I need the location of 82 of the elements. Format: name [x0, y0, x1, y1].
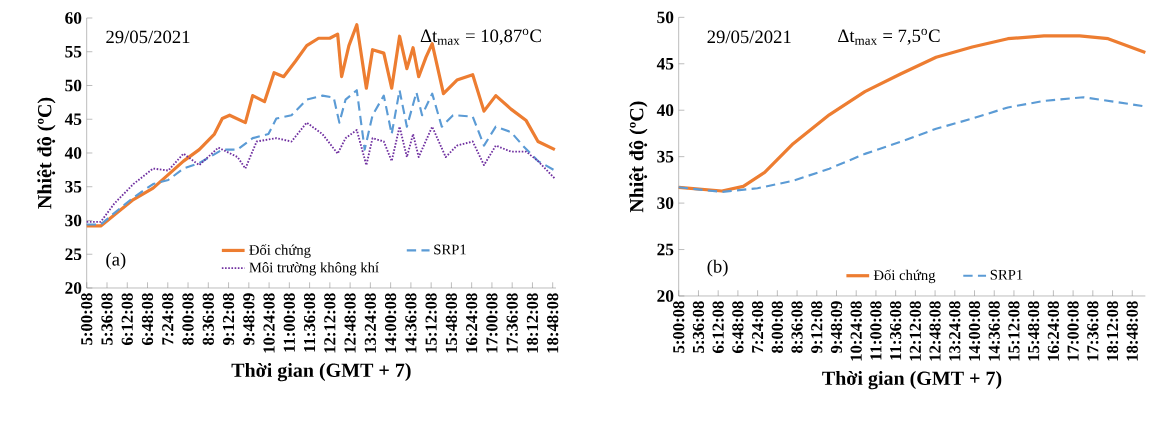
x-tick-label: 18:12:08	[1106, 301, 1119, 361]
legend-label: Môi trường không khí	[249, 262, 379, 276]
y-tick-label: 60	[65, 12, 82, 24]
x-tick-label: 18:48:08	[547, 293, 559, 353]
y-tick-label: 50	[65, 79, 82, 92]
y-tick-label: 35	[65, 180, 82, 193]
x-tick-label: 6:12:08	[712, 301, 724, 353]
x-tick-label: 5:00:08	[673, 301, 685, 353]
y-tick-label: 20	[65, 282, 82, 294]
y-tick-label: 30	[65, 214, 82, 227]
x-tick-label: 15:12:08	[425, 293, 437, 353]
x-tick-label: 15:48:08	[1028, 301, 1040, 361]
x-tick-label: 11:36:08	[303, 293, 316, 352]
x-tick-label: 9:48:09	[243, 293, 255, 346]
x-axis-title: Thời gian (GMT + 7)	[822, 370, 1002, 390]
x-tick-label: 18:12:08	[526, 293, 539, 353]
x-tick-label: 5:36:08	[692, 301, 705, 353]
line-series	[85, 23, 557, 228]
x-tick-label: 16:24:08	[1047, 301, 1060, 361]
x-axis-title: Thời gian (GMT + 7)	[231, 362, 411, 382]
annotation: (a)	[106, 252, 126, 270]
y-tick-label: 55	[65, 45, 82, 58]
y-tick-label: 35	[657, 150, 674, 163]
x-tick-label: 9:48:09	[830, 301, 843, 353]
legend-label: Đối chứng	[873, 269, 936, 284]
x-tick-label: 12:48:08	[929, 301, 941, 361]
x-tick-label: 12:12:08	[909, 301, 922, 361]
x-tick-label: 6:12:08	[121, 293, 133, 345]
x-tick-label: 9:12:08	[811, 301, 823, 353]
x-tick-label: 12:48:08	[344, 293, 356, 353]
line-series	[85, 121, 556, 223]
x-tick-label: 11:00:08	[870, 301, 882, 360]
legend-label: SRP1	[434, 244, 466, 255]
y-tick-label: 30	[657, 197, 674, 209]
x-tick-label: 14:00:08	[968, 301, 981, 361]
x-tick-label: 8:00:08	[182, 293, 194, 345]
y-tick-label: 25	[657, 243, 674, 256]
x-tick-label: 11:00:08	[283, 293, 295, 352]
x-tick-label: 10:24:08	[263, 293, 275, 353]
y-tick-label: 40	[656, 104, 674, 117]
x-tick-label: 5:36:08	[101, 293, 113, 345]
x-tick-label: 17:00:08	[1067, 301, 1079, 361]
x-tick-label: 7:24:08	[162, 293, 174, 345]
annotation: Δt$_{max}$ = 7,5$^{o}$C	[838, 28, 940, 45]
annotation: Δt$_{max}$ = 10,87$^{o}$C	[420, 28, 541, 45]
x-tick-label: 8:36:08	[202, 293, 214, 345]
x-tick-label: 6:48:08	[732, 301, 744, 353]
x-tick-label: 8:36:08	[791, 301, 803, 353]
y-tick-label: 45	[64, 113, 82, 126]
x-tick-label: 13:24:08	[949, 301, 961, 361]
y-tick-label: 45	[656, 57, 674, 70]
x-tick-label: 15:48:08	[445, 293, 458, 353]
annotation: (b)	[707, 259, 728, 277]
x-tick-label: 18:48:08	[1126, 301, 1138, 361]
y-axis-title: Nhiệt độ (ºC)	[37, 97, 56, 209]
y-tick-label: 25	[65, 248, 82, 261]
x-tick-label: 11:36:08	[889, 301, 902, 360]
line-series	[85, 89, 556, 226]
x-tick-label: 6:48:08	[141, 293, 154, 345]
y-tick-label: 50	[657, 11, 674, 24]
x-tick-label: 16:24:08	[466, 293, 478, 353]
x-tick-label: 14:36:08	[405, 293, 417, 353]
x-tick-label: 5:00:08	[81, 293, 93, 345]
annotation: 29/05/2021	[707, 30, 791, 44]
x-tick-label: 10:24:08	[850, 301, 862, 361]
x-tick-label: 14:36:08	[988, 301, 1000, 361]
x-tick-label: 13:24:08	[364, 293, 377, 353]
y-axis-title: Nhiệt độ (ºC)	[629, 101, 648, 213]
x-tick-label: 8:00:08	[771, 301, 783, 353]
annotation: 29/05/2021	[106, 30, 190, 44]
legend-label: Đối chứng	[249, 244, 311, 258]
x-tick-label: 12:12:08	[324, 293, 336, 353]
y-tick-label: 20	[657, 290, 674, 302]
y-tick-label: 40	[64, 147, 82, 159]
x-tick-label: 14:00:08	[384, 293, 397, 353]
x-tick-label: 15:12:08	[1008, 301, 1020, 361]
legend-label: SRP1	[990, 269, 1023, 280]
x-tick-label: 9:12:08	[222, 293, 235, 346]
x-tick-label: 17:36:08	[1087, 301, 1099, 361]
x-tick-label: 7:24:08	[751, 301, 764, 353]
x-tick-label: 17:00:08	[486, 293, 498, 353]
x-tick-label: 17:36:08	[506, 293, 518, 353]
